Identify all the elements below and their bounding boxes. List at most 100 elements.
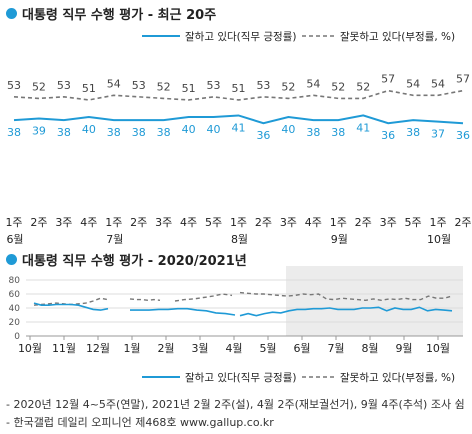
x-tick-label: 3주 (155, 216, 172, 229)
x-tick-label: 1주 (330, 216, 347, 229)
data-label-approve: 36 (256, 129, 270, 142)
x-tick-label: 1주 (5, 216, 22, 229)
month-label: 10월 (427, 233, 451, 244)
data-label-approve: 38 (157, 126, 171, 139)
data-label-approve: 36 (381, 129, 395, 142)
month-label: 7월 (106, 233, 123, 244)
x-tick-label: 2월 (157, 342, 174, 355)
legend-approve-label: 잘하고 있다(직무 긍정률) (185, 371, 296, 384)
data-label-disapprove: 53 (256, 79, 270, 92)
x-tick-label: 3주 (55, 216, 72, 229)
data-label-disapprove: 54 (406, 77, 420, 90)
shaded-region (286, 266, 463, 336)
data-label-approve: 41 (232, 121, 246, 134)
x-tick-label: 2주 (30, 216, 47, 229)
chart2-title-text: 대통령 직무 수행 평가 - 2020/2021년 (22, 254, 247, 269)
footer-source: - 한국갤럽 데일리 오피니언 제468호 www.gallup.co.kr (6, 416, 274, 429)
data-label-disapprove: 52 (281, 80, 295, 93)
data-label-approve: 37 (431, 128, 445, 141)
series-disapprove-line (239, 291, 453, 302)
x-tick-label: 1주 (429, 216, 446, 229)
data-label-approve: 40 (182, 123, 196, 136)
legend-approve-label: 잘하고 있다(직무 긍정률) (185, 30, 296, 43)
data-label-approve: 41 (356, 121, 370, 134)
x-tick-label: 5주 (405, 216, 422, 229)
data-label-disapprove: 53 (207, 79, 221, 92)
footer-note: - 2020년 12월 4~5주(연말), 2021년 2월 2주(설), 4월… (6, 398, 465, 411)
x-tick-label: 9월 (395, 342, 412, 355)
bullet-dot-icon (6, 254, 17, 265)
x-tick-label: 4주 (80, 216, 97, 229)
x-tick-label: 2주 (355, 216, 372, 229)
series-approve-line (33, 302, 109, 311)
month-label: 8월 (231, 233, 248, 244)
data-label-disapprove: 53 (7, 79, 21, 92)
data-label-disapprove: 53 (57, 79, 71, 92)
y-tick-label: 80 (9, 276, 21, 286)
data-label-approve: 38 (57, 126, 71, 139)
x-tick-label: 1월 (123, 342, 140, 355)
x-tick-label: 3주 (280, 216, 297, 229)
y-tick-label: 20 (9, 318, 21, 328)
y-tick-label: 0 (14, 332, 20, 342)
data-label-disapprove: 57 (456, 73, 470, 86)
data-label-disapprove: 54 (107, 77, 121, 90)
x-tick-label: 5월 (259, 342, 276, 355)
series-disapprove-line (174, 293, 233, 302)
data-label-disapprove: 52 (356, 80, 370, 93)
x-tick-label: 2주 (255, 216, 272, 229)
x-tick-label: 3월 (191, 342, 208, 355)
x-tick-label: 10월 (426, 342, 450, 355)
month-label: 6월 (6, 233, 23, 244)
data-label-disapprove: 52 (157, 80, 171, 93)
data-label-approve: 40 (82, 123, 96, 136)
data-label-approve: 38 (107, 126, 121, 139)
data-label-disapprove: 51 (232, 82, 246, 95)
month-label: 9월 (331, 233, 348, 244)
chart-2020-2021: 0 20 40 60 80 10월 11월 12월 1월 2월 3월 4월 5월 6월 7월 8월 9월 10월 (9, 266, 463, 355)
bullet-dot-icon (6, 8, 17, 19)
x-tick-label: 4월 (225, 342, 242, 355)
x-tick-label: 5주 (205, 216, 222, 229)
chart1-title: 대통령 직무 수행 평가 - 최근 20주 (6, 4, 216, 23)
data-label-approve: 38 (406, 126, 420, 139)
chart1-title-text: 대통령 직무 수행 평가 - 최근 20주 (22, 8, 217, 23)
series-disapprove-line (129, 298, 161, 302)
x-tick-label: 2주 (130, 216, 147, 229)
data-label-disapprove: 52 (32, 80, 46, 93)
x-tick-label: 2주 (454, 216, 471, 229)
x-tick-label: 6월 (293, 342, 310, 355)
x-tick-label: 7월 (327, 342, 344, 355)
x-tick-label: 4주 (305, 216, 322, 229)
y-tick-label: 60 (9, 290, 21, 300)
chart-recent-20-weeks: 잘하고 있다(직무 긍정률) 잘못하고 있다(부정률, %) 53 52 53 51 54 5… (5, 30, 471, 244)
series-approve-line (239, 306, 453, 317)
x-tick-label: 1주 (230, 216, 247, 229)
data-label-approve: 39 (32, 125, 46, 138)
data-label-disapprove: 54 (306, 77, 320, 90)
data-label-approve: 38 (132, 126, 146, 139)
x-tick-label: 4주 (180, 216, 197, 229)
data-label-approve: 36 (456, 129, 470, 142)
series-disapprove-line (13, 89, 464, 101)
data-label-disapprove: 51 (82, 82, 96, 95)
data-label-disapprove: 54 (431, 77, 445, 90)
data-label-disapprove: 53 (132, 79, 146, 92)
legend-disapprove-label: 잘못하고 있다(부정률, %) (340, 371, 455, 384)
data-label-approve: 40 (207, 123, 221, 136)
x-tick-label: 12월 (86, 342, 110, 355)
x-tick-label: 3주 (380, 216, 397, 229)
data-label-approve: 38 (331, 126, 345, 139)
data-label-disapprove: 51 (182, 82, 196, 95)
series-approve-line (130, 307, 236, 316)
data-label-approve: 38 (7, 126, 21, 139)
legend-disapprove-label: 잘못하고 있다(부정률, %) (340, 30, 455, 43)
x-tick-label: 8월 (361, 342, 378, 355)
x-tick-label: 10월 (18, 342, 42, 355)
data-label-approve: 40 (281, 123, 295, 136)
y-tick-label: 40 (9, 304, 21, 314)
data-label-disapprove: 52 (331, 80, 345, 93)
x-tick-label: 1주 (105, 216, 122, 229)
chart2-legend: 잘하고 있다(직무 긍정률) 잘못하고 있다(부정률, %) (142, 371, 455, 384)
chart2-title: 대통령 직무 수행 평가 - 2020/2021년 (6, 250, 247, 269)
